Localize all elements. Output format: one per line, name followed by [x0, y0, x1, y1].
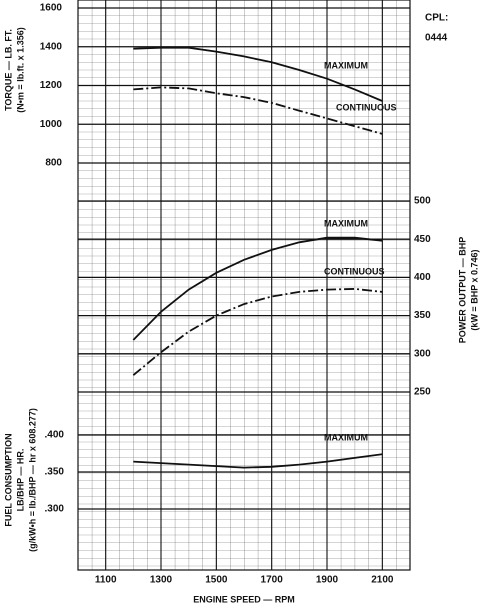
series-label: CONTINUOUS — [336, 102, 397, 112]
series-line — [132, 287, 383, 376]
grid-area — [77, 0, 411, 571]
x-tick-label: 1100 — [95, 575, 117, 586]
y-tick-label: 400 — [414, 272, 431, 283]
y-tick-label: 1000 — [40, 119, 63, 130]
y-tick-label: 800 — [45, 158, 62, 169]
series-line — [133, 453, 383, 469]
y-tick-label: 450 — [414, 234, 431, 245]
y-tick-label: .350 — [45, 467, 65, 478]
torque-axis-unit: (N•m = lb.ft. x 1.356) — [15, 27, 25, 112]
y-tick-label: 1400 — [40, 41, 63, 52]
series-line — [132, 236, 383, 341]
x-axis-label: ENGINE SPEED — RPM — [193, 594, 295, 604]
y-tick-label: 350 — [414, 310, 431, 321]
x-tick-label: 1700 — [261, 575, 284, 586]
series-line — [133, 46, 383, 102]
y-tick-label: .400 — [45, 430, 65, 441]
series-label: MAXIMUM — [324, 432, 368, 442]
y-tick-label: 300 — [414, 348, 431, 359]
x-tick-label: 1500 — [205, 575, 228, 586]
power-axis-label: POWER OUTPUT — BHP — [457, 237, 467, 344]
fuel-axis-unit: (g/kW•h = lb./BHP — hr x 608.277) — [27, 408, 37, 552]
series-label: MAXIMUM — [324, 60, 368, 70]
power-axis-unit: (kW = BHP x 0.746) — [469, 249, 479, 330]
y-tick-label: 500 — [414, 196, 431, 207]
x-tick-label: 1300 — [150, 575, 173, 586]
y-tick-label: 250 — [414, 387, 431, 398]
fuel-axis-label-2: LB/BHP — HR. — [15, 449, 25, 512]
series-line — [133, 86, 383, 135]
y-tick-label: 1200 — [40, 80, 63, 91]
cpl-value: 0444 — [425, 33, 448, 44]
series-label: CONTINUOUS — [324, 266, 385, 276]
y-tick-label: 1600 — [40, 3, 63, 14]
series-label: MAXIMUM — [324, 218, 368, 228]
torque-axis-label: TORQUE — LB. FT. — [3, 29, 13, 111]
cpl-label: CPL: — [425, 13, 448, 24]
y-tick-label: .300 — [45, 504, 65, 515]
fuel-axis-label: FUEL CONSUMPTION — [3, 433, 13, 526]
x-tick-label: 2100 — [371, 575, 394, 586]
x-tick-label: 1900 — [316, 575, 339, 586]
